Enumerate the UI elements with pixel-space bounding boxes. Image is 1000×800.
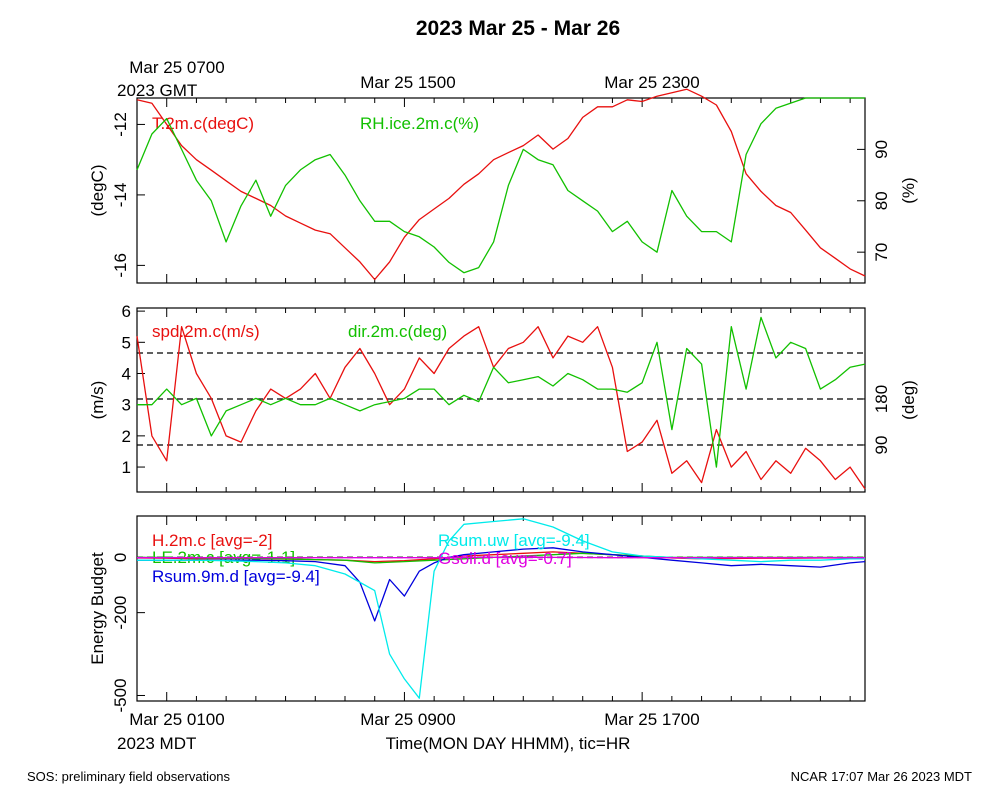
y-left-tick-label: 0 [111, 553, 130, 562]
legend-entry-magenta: Gsoil.d [avg=-0.7] [438, 549, 572, 568]
legend-entry-red: T.2m.c(degC) [152, 114, 254, 133]
y-right-tick-label: 90 [872, 140, 891, 159]
chart-title: 2023 Mar 25 - Mar 26 [416, 17, 620, 40]
top-time-tick-label: Mar 25 2300 [604, 73, 699, 92]
legend-entry-cyan: Rsum.uw [avg=-9.4] [438, 531, 590, 550]
y-left-tick-label: -500 [111, 678, 130, 712]
y-left-tick-label: 3 [122, 396, 131, 415]
y-left-tick-label: 6 [122, 302, 131, 321]
legend-entry-red: spd.2m.c(m/s) [152, 322, 260, 341]
y-left-tick-label: 4 [122, 364, 131, 383]
panel-temperature-humidity: -16 -14 -12 (degC) 70 80 90 (%) T.2m.c(degC) RH.i… [88, 88, 918, 284]
y-left-axis-label: Energy Budget [88, 552, 107, 665]
top-time-axis: Mar 25 0700 Mar 25 1500 Mar 25 2300 2023 GM… [117, 58, 700, 100]
top-time-tick-label: Mar 25 1500 [360, 73, 455, 92]
legend-entry-green: RH.ice.2m.c(%) [360, 114, 479, 133]
footer-left: SOS: preliminary field observations [27, 769, 231, 784]
x-axis-label: Time(MON DAY HHMM), tic=HR [386, 734, 631, 753]
bottom-time-tick-label: Mar 25 0900 [360, 710, 455, 729]
y-left-tick-label: -12 [111, 112, 130, 137]
top-time-axis-sub: 2023 GMT [117, 81, 197, 100]
y-right-tick-label: 80 [872, 191, 891, 210]
y-right-tick-label: 180 [872, 385, 891, 413]
series-line-cyan [137, 518, 865, 699]
y-left-axis-label: (degC) [88, 165, 107, 217]
top-time-tick-label: Mar 25 0700 [129, 58, 224, 77]
y-left-tick-label: 5 [122, 333, 131, 352]
series-line-green [136, 97, 865, 274]
series-line-green [137, 316, 866, 468]
series-line-red [136, 326, 866, 490]
y-right-axis-label: (deg) [899, 380, 918, 420]
y-left-tick-label: -200 [111, 596, 130, 630]
series-line-blue [137, 547, 866, 622]
panel-wind: 1 2 3 4 5 6 (m/s) 90 180 (deg) spd.2m.c(m/s) dir.2m… [88, 302, 918, 493]
y-right-axis-label: (%) [899, 177, 918, 203]
y-right-tick-label: 70 [872, 243, 891, 262]
plot-frame [136, 515, 866, 702]
bottom-time-tick-label: Mar 25 1700 [604, 710, 699, 729]
y-left-tick-label: 1 [122, 458, 131, 477]
y-right-tick-label: 90 [872, 436, 891, 455]
y-left-tick-label: -16 [111, 253, 130, 278]
bottom-time-axis: Mar 25 0100 Mar 25 0900 Mar 25 1700 2023 MD… [117, 710, 700, 753]
y-left-tick-label: 2 [122, 427, 131, 446]
legend-entry-blue: Rsum.9m.d [avg=-9.4] [152, 567, 320, 586]
legend-entry-green: dir.2m.c(deg) [348, 322, 447, 341]
bottom-time-tick-label: Mar 25 0100 [129, 710, 224, 729]
plot-frame [136, 307, 866, 493]
bottom-time-axis-sub: 2023 MDT [117, 734, 196, 753]
plot-frame [136, 97, 866, 284]
footer-right: NCAR 17:07 Mar 26 2023 MDT [791, 769, 972, 784]
y-left-tick-label: -14 [111, 183, 130, 208]
legend-entry-red: H.2m.c [avg=-2] [152, 531, 272, 550]
y-left-axis-label: (m/s) [88, 381, 107, 420]
